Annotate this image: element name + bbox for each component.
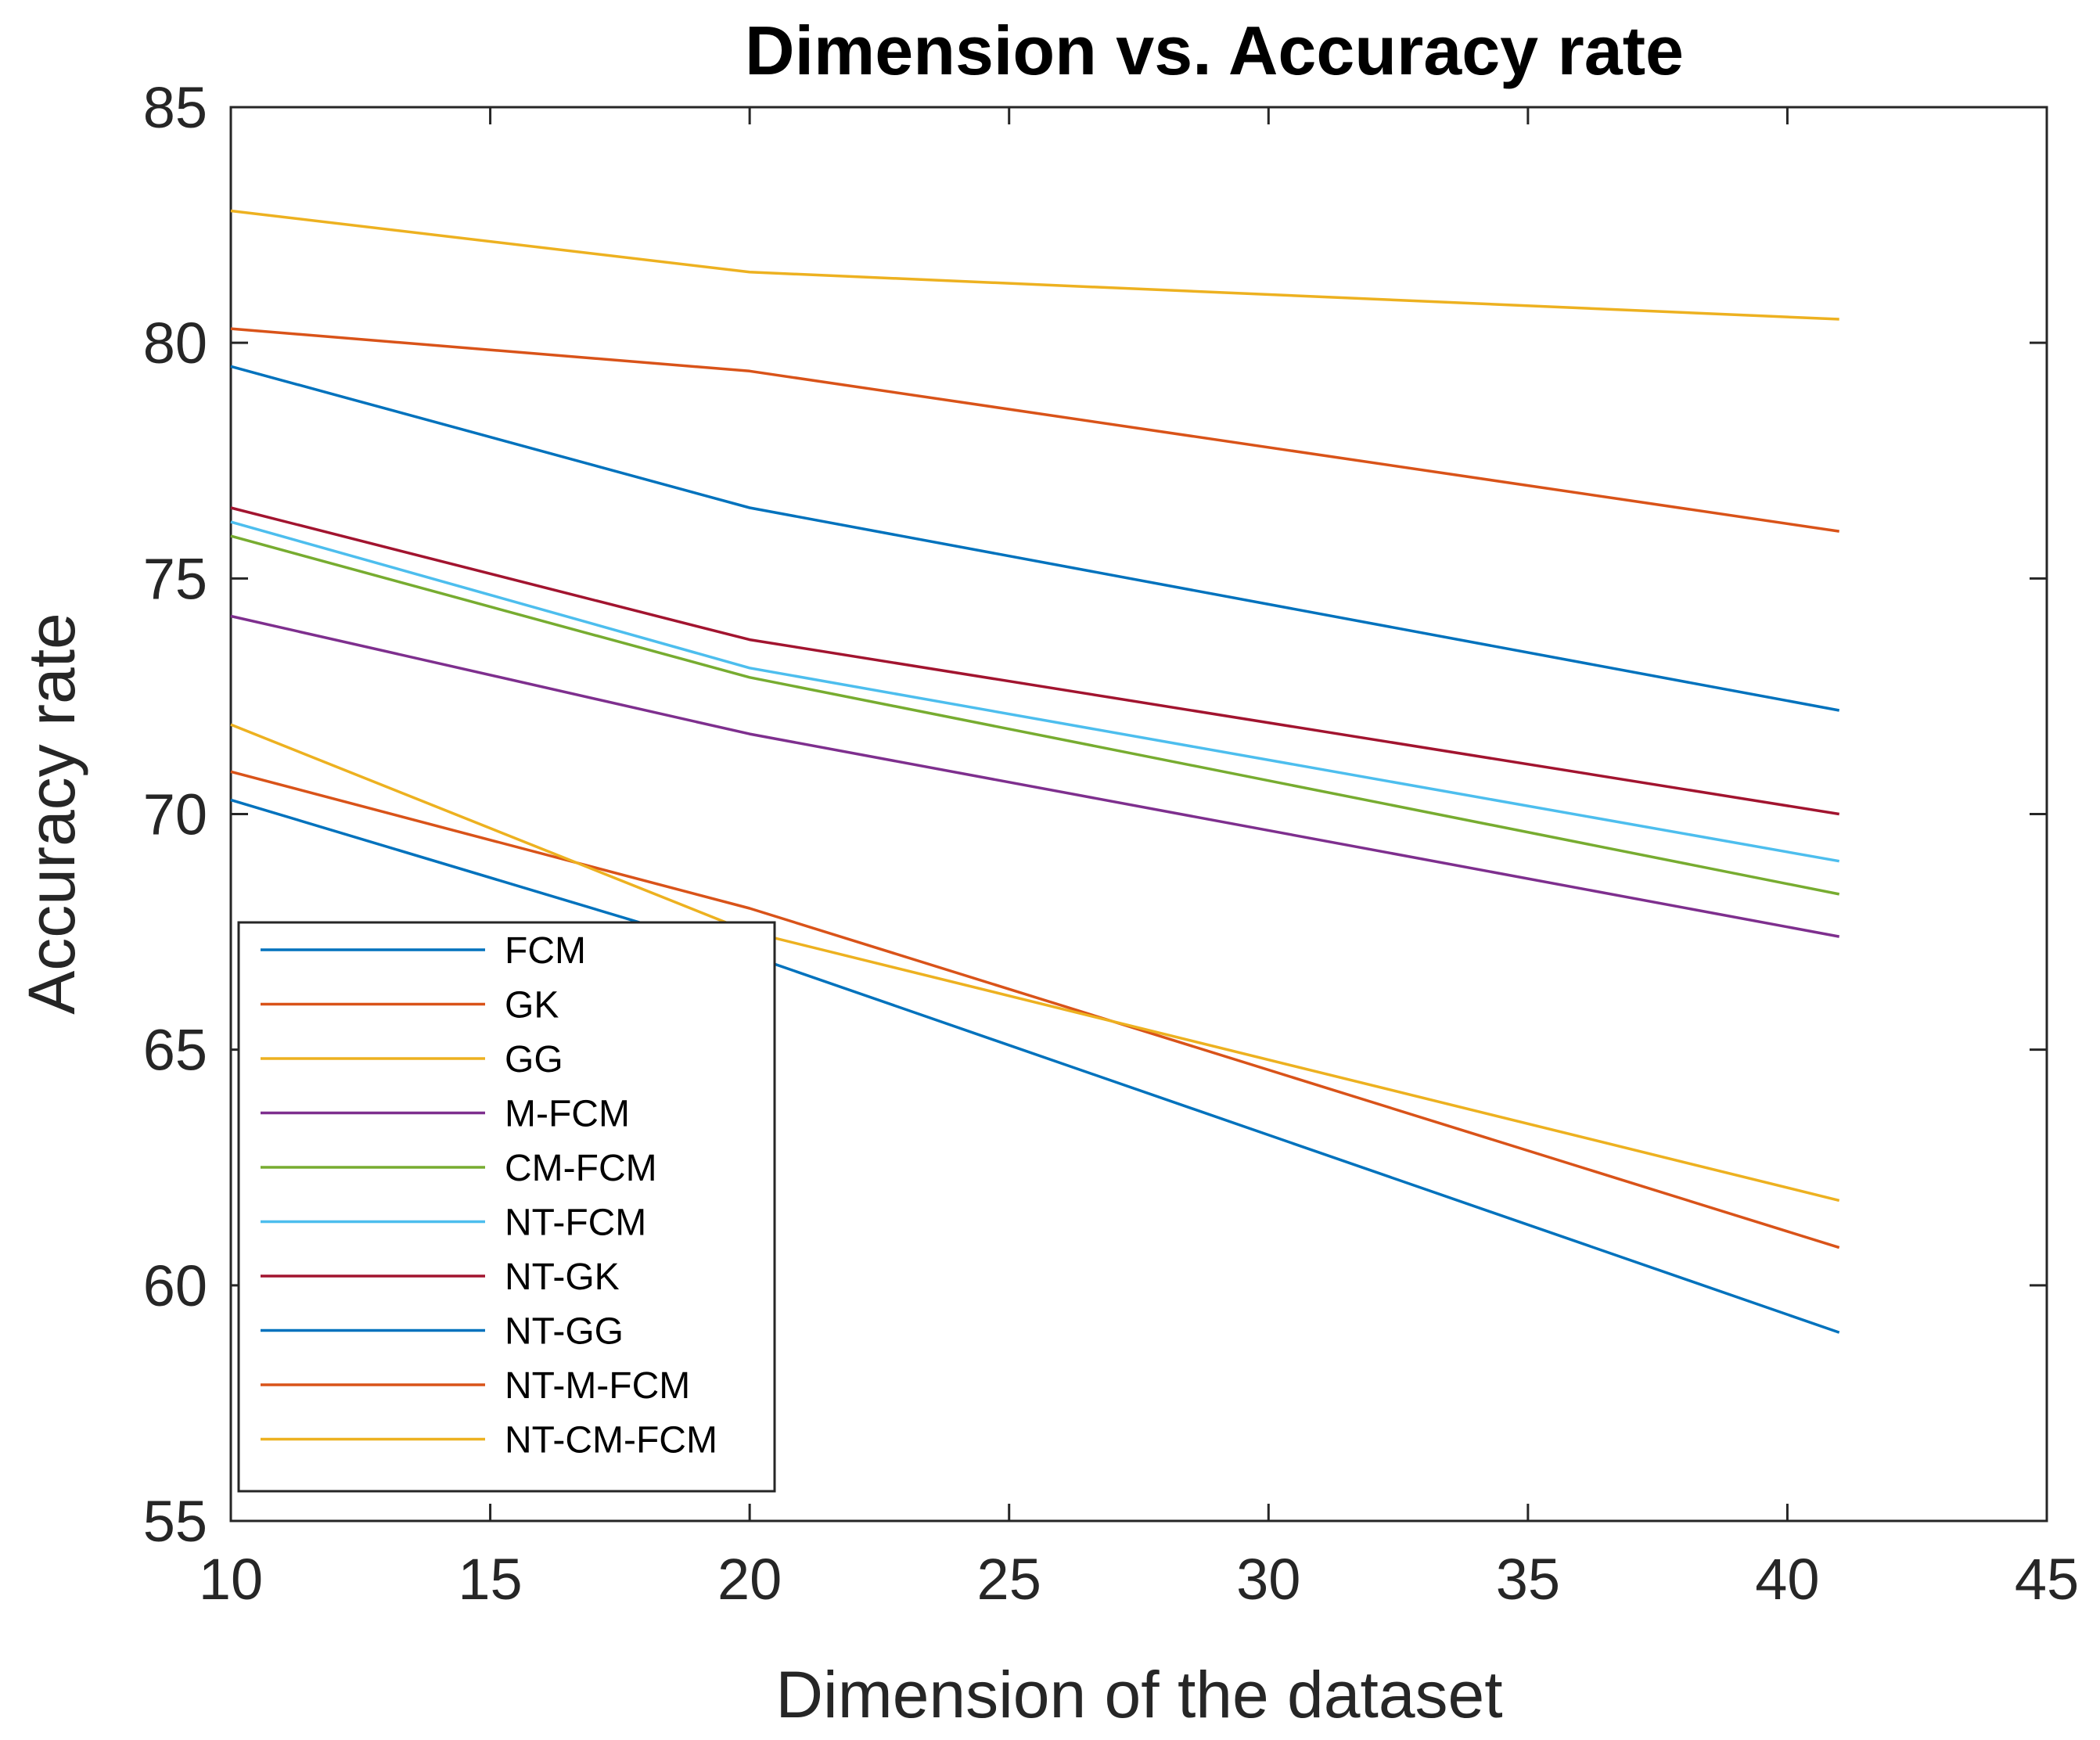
series-line-nt-fcm: [230, 520, 1840, 863]
legend-label-gk: GK: [505, 985, 559, 1026]
x-tick-label: 10: [199, 1547, 263, 1612]
legend-label-cm-fcm: CM-FCM: [505, 1148, 657, 1189]
series-line-nt-gk: [230, 506, 1839, 816]
x-tick-label: 40: [1755, 1547, 1819, 1612]
x-axis-label: Dimension of the dataset: [775, 1658, 1502, 1731]
series-line-cm-fcm: [230, 534, 1840, 896]
y-tick-label: 70: [143, 782, 207, 847]
legend-label-nt-cm-fcm: NT-CM-FCM: [505, 1420, 717, 1461]
x-tick-label: 20: [717, 1547, 782, 1612]
y-axis-label: Accuracy rate: [15, 613, 88, 1015]
y-tick-label: 65: [143, 1018, 207, 1083]
legend-label-nt-m-fcm: NT-M-FCM: [505, 1365, 690, 1407]
legend: FCM GK GG M-FCM CM-FCM NT-FCM NT-GK NT-GG NT-M-F…: [237, 921, 776, 1493]
legend-label-nt-fcm: NT-FCM: [505, 1203, 646, 1244]
series-line-nt-m-fcm: [230, 770, 1840, 1249]
y-tick-label: 85: [143, 75, 207, 140]
y-tick-label: 75: [143, 546, 207, 611]
y-tick-label: 55: [143, 1489, 207, 1554]
legend-label-m-fcm: M-FCM: [505, 1094, 630, 1135]
x-tick-label: 25: [977, 1547, 1041, 1612]
series-line-gk: [230, 327, 1839, 533]
legend-box: [237, 921, 776, 1493]
legend-label-fcm: FCM: [505, 930, 586, 972]
chart-title: Dimension vs. Accuracy rate: [745, 12, 1684, 89]
x-tick-label: 30: [1236, 1547, 1300, 1612]
legend-label-nt-gg: NT-GG: [505, 1311, 624, 1353]
legend-label-nt-gk: NT-GK: [505, 1256, 620, 1298]
y-tick-label: 60: [143, 1253, 207, 1318]
x-tick-label: 45: [2015, 1547, 2079, 1612]
x-tick-label: 35: [1496, 1547, 1560, 1612]
series-line-m-fcm: [230, 614, 1840, 938]
legend-label-gg: GG: [505, 1039, 563, 1080]
axis-ticks: 10 15 20 25 30 35 40 45 55 60 65 70 75 80 85: [143, 75, 2079, 1612]
x-tick-label: 15: [458, 1547, 522, 1612]
series-line-gg: [230, 209, 1839, 321]
y-tick-label: 80: [143, 311, 207, 376]
series-line-fcm: [230, 365, 1840, 712]
